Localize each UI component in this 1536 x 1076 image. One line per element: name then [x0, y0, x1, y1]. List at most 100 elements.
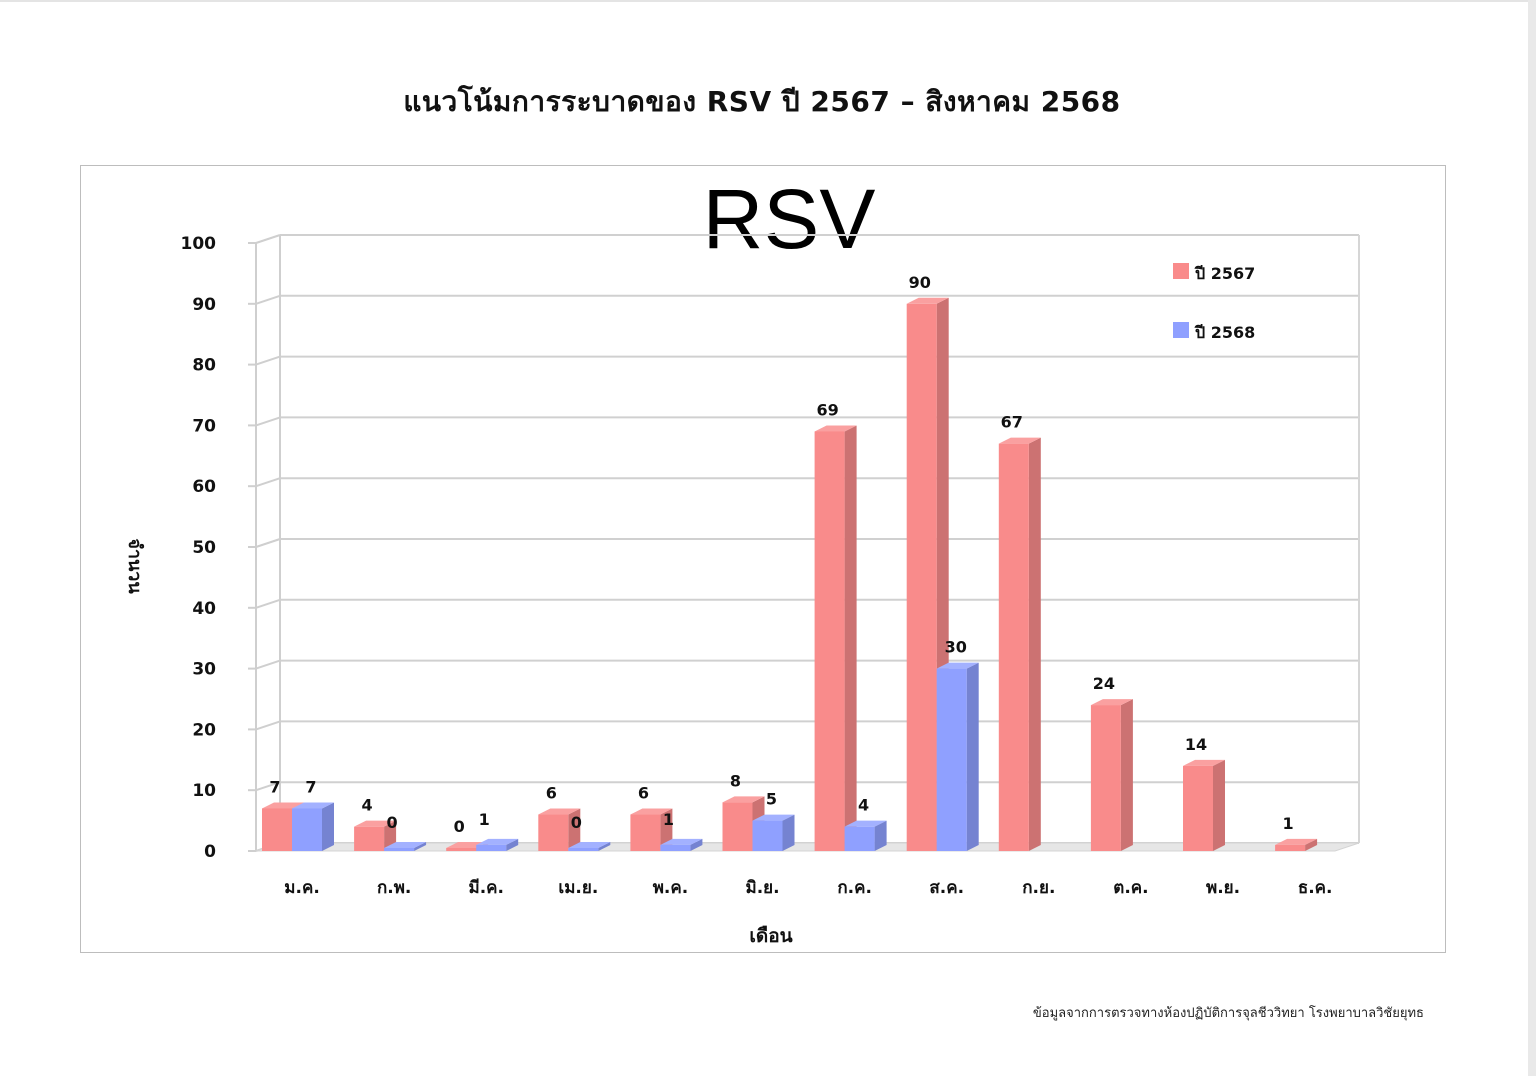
bar-top: [538, 808, 581, 815]
bar: [446, 848, 477, 851]
page-top-edge: [0, 0, 1536, 2]
x-tick-label: ม.ค.: [284, 878, 320, 898]
data-label: 5: [766, 790, 777, 809]
bar-side: [322, 802, 334, 851]
gridline-side: [255, 477, 281, 488]
x-tick-label: ก.พ.: [377, 878, 411, 898]
bar-top: [660, 838, 703, 845]
bar: [292, 808, 322, 851]
bar: [630, 814, 661, 851]
bar-side: [1305, 838, 1318, 851]
data-label: 0: [454, 817, 465, 836]
bar-top: [630, 808, 673, 815]
bar: [722, 802, 753, 851]
bar: [998, 443, 1029, 851]
bar: [384, 848, 415, 851]
y-tick-label: 100: [181, 234, 217, 254]
data-label: 30: [945, 638, 967, 657]
data-label: 69: [816, 400, 838, 419]
data-label: 8: [730, 771, 741, 790]
bar: [1090, 705, 1121, 851]
y-tick-label: 20: [192, 720, 216, 740]
x-tick-label: ส.ค.: [929, 878, 964, 898]
bar-top: [906, 297, 949, 304]
page-right-edge: [1528, 0, 1536, 1076]
bar: [354, 826, 385, 851]
bar: [538, 814, 569, 851]
bar-top: [1275, 838, 1318, 845]
data-label: 0: [387, 813, 398, 832]
y-tick-label: 60: [192, 477, 216, 497]
data-label: 4: [362, 796, 373, 815]
bar: [476, 844, 507, 851]
bar-top: [262, 802, 304, 809]
bar-side: [384, 820, 397, 851]
bar: [844, 826, 875, 851]
bar-side: [568, 808, 581, 851]
data-label: 24: [1093, 674, 1115, 693]
x-tick-label: ก.ค.: [837, 878, 872, 898]
bar-top: [1090, 699, 1133, 706]
bar: [936, 668, 967, 851]
data-label: 1: [1283, 814, 1294, 833]
gridline-side: [255, 598, 281, 609]
bar-top: [752, 814, 795, 821]
y-tick-label: 10: [192, 781, 216, 801]
bar-top: [1183, 759, 1225, 766]
bar: [1183, 765, 1213, 851]
x-tick-label: พ.ย.: [1206, 878, 1240, 898]
bar-side: [1213, 759, 1225, 851]
legend-label: ปี 2567: [1194, 264, 1256, 283]
gridline-side: [255, 659, 281, 670]
bar-side: [844, 425, 857, 851]
bar-top: [354, 820, 397, 827]
y-tick-label: 50: [192, 538, 216, 558]
chart-title: RSV: [703, 172, 876, 266]
bar: [752, 820, 783, 851]
gridline-side: [255, 416, 281, 427]
data-label: 4: [858, 796, 869, 815]
bar-top: [844, 820, 887, 827]
gridline-side: [255, 538, 281, 548]
data-label: 67: [1001, 413, 1023, 432]
bar-top: [998, 437, 1041, 444]
bar: [906, 303, 937, 851]
y-tick-label: 30: [192, 660, 216, 680]
bar-side: [414, 842, 427, 851]
bar-side: [782, 814, 795, 851]
data-label: 6: [638, 784, 649, 803]
bar: [660, 844, 691, 851]
source-note: ข้อมูลจากการตรวจทางห้องปฏิบัติการจุลชีวว…: [1032, 1006, 1424, 1021]
bar-top: [814, 425, 857, 432]
gridline-side: [255, 720, 281, 731]
y-tick-label: 90: [192, 295, 216, 315]
x-tick-label: ต.ค.: [1113, 878, 1148, 898]
bar-top: [936, 662, 979, 669]
data-label: 1: [479, 810, 490, 829]
data-label: 7: [305, 777, 316, 796]
bar-top: [384, 842, 427, 848]
bar-top: [568, 842, 611, 848]
bar: [568, 848, 599, 851]
chart-frame: RSV จำนวน เดือน 0 10 20 30 40 50 60 70 80 90 100 ม…: [80, 165, 1446, 953]
data-label: 6: [546, 784, 557, 803]
x-axis-label: เดือน: [749, 925, 792, 947]
legend-label: ปี 2568: [1194, 323, 1256, 342]
y-tick-label: 80: [192, 356, 216, 376]
bar-side: [1120, 699, 1133, 851]
x-tick-label: เม.ย.: [558, 878, 598, 898]
data-label: 90: [909, 273, 931, 292]
bar-side: [966, 662, 979, 851]
x-tick-label: ก.ย.: [1022, 878, 1055, 898]
y-tick-label: 70: [192, 416, 216, 436]
legend-swatch: [1173, 322, 1189, 338]
bar-top: [292, 802, 334, 809]
y-axis-label: จำนวน: [124, 538, 145, 594]
y-tick-label: 0: [204, 842, 216, 862]
x-tick-label: มี.ค.: [469, 877, 505, 898]
bar-top: [722, 796, 765, 803]
bar: [262, 808, 292, 851]
x-tick-label: มิ.ย.: [746, 878, 780, 898]
bar-top: [476, 838, 519, 845]
gridline-side: [255, 781, 281, 792]
